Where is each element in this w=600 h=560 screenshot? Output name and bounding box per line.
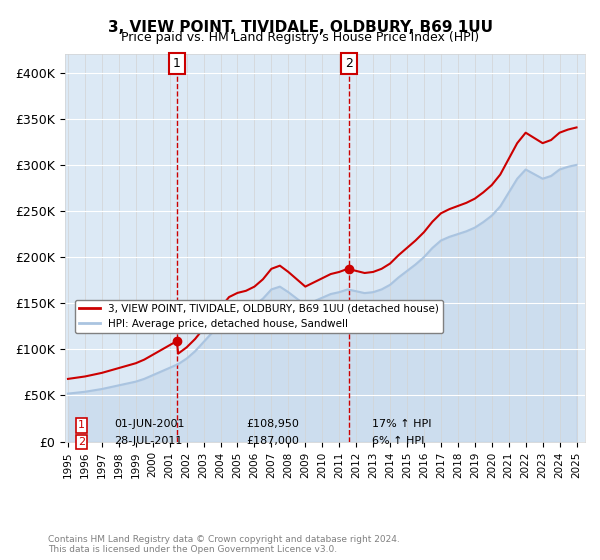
Text: Contains HM Land Registry data © Crown copyright and database right 2024.
This d: Contains HM Land Registry data © Crown c… — [48, 535, 400, 554]
Text: 28-JUL-2011: 28-JUL-2011 — [114, 436, 182, 446]
Text: 1: 1 — [173, 57, 181, 70]
Text: 3, VIEW POINT, TIVIDALE, OLDBURY, B69 1UU: 3, VIEW POINT, TIVIDALE, OLDBURY, B69 1U… — [107, 20, 493, 35]
Text: 2: 2 — [78, 437, 85, 447]
Text: £187,000: £187,000 — [246, 436, 299, 446]
Text: 1: 1 — [78, 421, 85, 431]
Text: 2: 2 — [345, 57, 353, 70]
Text: 01-JUN-2001: 01-JUN-2001 — [114, 419, 185, 430]
Text: Price paid vs. HM Land Registry's House Price Index (HPI): Price paid vs. HM Land Registry's House … — [121, 31, 479, 44]
Text: 6% ↑ HPI: 6% ↑ HPI — [372, 436, 424, 446]
Legend: 3, VIEW POINT, TIVIDALE, OLDBURY, B69 1UU (detached house), HPI: Average price, : 3, VIEW POINT, TIVIDALE, OLDBURY, B69 1U… — [75, 300, 443, 333]
Text: 17% ↑ HPI: 17% ↑ HPI — [372, 419, 431, 430]
Text: £108,950: £108,950 — [246, 419, 299, 430]
